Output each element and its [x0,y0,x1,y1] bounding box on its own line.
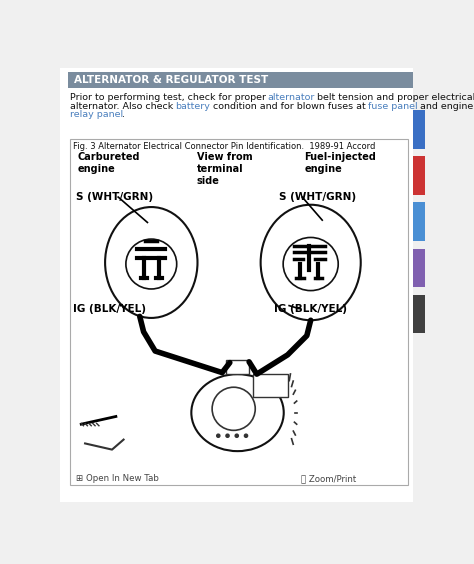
Text: relay panel: relay panel [70,110,123,119]
Bar [226,360,249,374]
Text: Prior to performing test, check for proper: Prior to performing test, check for prop… [70,93,269,102]
Ellipse shape [261,205,361,320]
Text: View from
terminal
side: View from terminal side [197,152,252,186]
Text: S (WHT/GRN): S (WHT/GRN) [279,192,356,202]
Bar [253,374,288,397]
Circle shape [225,433,230,438]
Circle shape [216,433,220,438]
Text: ⊞ Open In New Tab: ⊞ Open In New Tab [76,474,159,483]
Ellipse shape [283,237,338,290]
Text: ALTERNATOR & REGULATOR TEST: ALTERNATOR & REGULATOR TEST [74,75,269,85]
Bar [70,139,409,485]
Ellipse shape [105,207,198,318]
Text: Carbureted
engine: Carbureted engine [77,152,140,174]
Bar [413,249,425,287]
Text: alternator: alternator [267,93,315,102]
Text: fuse panel: fuse panel [368,102,417,111]
Bar [413,110,425,148]
Text: and engine compartment: and engine compartment [417,102,474,111]
Bar [413,295,425,333]
Text: alternator. Also check: alternator. Also check [70,102,176,111]
Circle shape [235,433,239,438]
Bar [413,202,425,241]
Text: IG (BLK/YEL): IG (BLK/YEL) [273,304,346,314]
Text: Fuel-injected
engine: Fuel-injected engine [304,152,376,174]
Text: 🔍 Zoom/Print: 🔍 Zoom/Print [301,474,356,483]
Text: S (WHT/GRN): S (WHT/GRN) [76,192,153,202]
Ellipse shape [126,239,177,289]
Text: condition and for blown fuses at: condition and for blown fuses at [210,102,369,111]
Circle shape [244,433,248,438]
Text: belt tension and proper electrical connections at: belt tension and proper electrical conne… [314,93,474,102]
Text: battery: battery [175,102,210,111]
Bar [413,156,425,195]
Circle shape [212,387,255,430]
Bar [68,72,413,89]
Text: IG (BLK/YEL): IG (BLK/YEL) [73,304,146,314]
Ellipse shape [191,374,284,451]
Text: .: . [122,110,126,119]
Text: Fig. 3 Alternator Electrical Connector Pin Identification.  1989-91 Accord: Fig. 3 Alternator Electrical Connector P… [73,142,375,151]
